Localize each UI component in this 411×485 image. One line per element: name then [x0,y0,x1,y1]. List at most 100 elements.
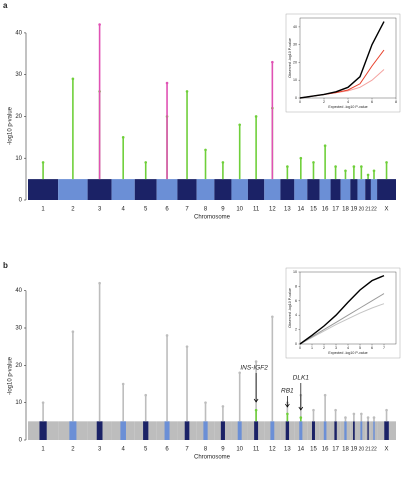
x-tick-label: 8 [395,100,397,104]
x-tick-label: 5 [144,447,148,453]
snp-band [360,421,363,440]
x-tick-label: 20 [359,206,365,212]
peak-point [144,161,148,164]
peak-point [299,156,303,160]
peak-point [344,169,347,173]
x-tick-label: 6 [371,100,373,104]
snp-cloud [350,179,358,200]
snp-band [367,421,369,440]
peak-point [238,371,241,375]
x-tick-label: 17 [332,207,339,213]
x-tick-label: 4 [122,447,126,453]
x-tick-label: 19 [351,447,358,453]
x-tick-label: 5 [144,207,148,213]
peak-point [121,382,125,386]
snp-band [353,421,355,440]
panel-label: b [3,261,8,270]
peak-point [366,173,370,177]
x-tick-label: 8 [204,207,208,213]
y-tick-label: 6 [295,299,297,303]
arrow-head [298,406,304,411]
x-tick-label: 18 [342,447,349,453]
x-tick-label: 2 [71,447,75,453]
snp-band [373,421,375,440]
snp-band [344,421,347,440]
snp-cloud [264,179,281,200]
peak-point [334,165,337,168]
x-tick-label: 12 [269,207,276,213]
x-tick-label: 16 [322,447,329,453]
peak-point [372,416,376,419]
x-tick-label: 0 [299,346,301,350]
peak-point [221,161,225,164]
peak-point [254,360,258,363]
x-axis-title: Expected -log10 P-value [328,351,367,355]
qq-line [299,21,385,99]
snp-band [254,421,259,440]
x-tick-label: 12 [269,447,276,453]
peak-point [185,345,189,348]
x-tick-label: 15 [310,447,317,453]
peak-point [165,81,169,85]
y-tick-label: 40 [293,25,297,29]
peak-point [286,412,289,416]
snp-cloud [214,179,232,200]
inset-frame [285,267,401,359]
snp-band [220,421,225,440]
x-tick-label: 7 [383,346,385,350]
x-tick-label: 21 [365,446,371,452]
peak-point [385,408,388,412]
snp-cloud [196,179,215,200]
peak-point [71,77,75,81]
y-axis-title: -log10 p-value [8,356,14,395]
snp-cloud [156,179,178,200]
snp-cloud [58,179,88,200]
x-tick-label: 14 [297,447,304,453]
x-tick-label: 3 [98,207,102,213]
y-tick-label: 0 [295,96,297,100]
x-axis-title: Expected -log10 P-value [328,105,367,109]
x-tick-label: 2 [323,346,325,350]
y-tick-label: 20 [15,114,22,120]
snp-band [39,421,47,440]
snp-band [285,421,290,440]
snp-cloud [280,179,295,200]
peak-point [372,169,376,173]
peak-point [312,161,315,164]
y-tick-label: 40 [15,30,22,36]
snp-band [323,421,327,440]
x-tick-label: X [385,207,389,213]
peak-point [98,281,101,285]
arrow-head [285,403,290,408]
peak-point [344,416,347,419]
x-tick-label: 0 [299,100,301,104]
x-tick-label: 9 [221,207,225,213]
x-axis-title: Chromosome [194,455,231,461]
x-tick-label: 3 [335,346,337,350]
peak-point [204,401,207,404]
snp-cloud [294,179,308,200]
snp-band [203,421,208,440]
x-tick-label: 13 [284,447,291,453]
snp-band [237,421,242,440]
x-tick-label: 6 [165,207,169,213]
x-tick-label: 6 [165,447,169,453]
y-tick-label: 10 [15,400,22,406]
snp-cloud [319,179,331,200]
peak-point [312,408,315,412]
peak-point [71,330,75,334]
snp-cloud [340,179,351,200]
x-tick-label: 13 [284,207,291,213]
snp-cloud [330,179,341,200]
snp-cloud [177,179,197,200]
inset-frame [285,13,401,113]
x-tick-label: 4 [122,207,126,213]
arrow-head [253,398,259,403]
annotation: RB1 [281,388,294,395]
snp-band [311,421,315,440]
y-tick-label: 10 [293,270,297,274]
snp-cloud [134,179,157,200]
y-tick-label: 20 [293,60,297,64]
peak-point [323,393,327,397]
peak-point [98,23,101,26]
